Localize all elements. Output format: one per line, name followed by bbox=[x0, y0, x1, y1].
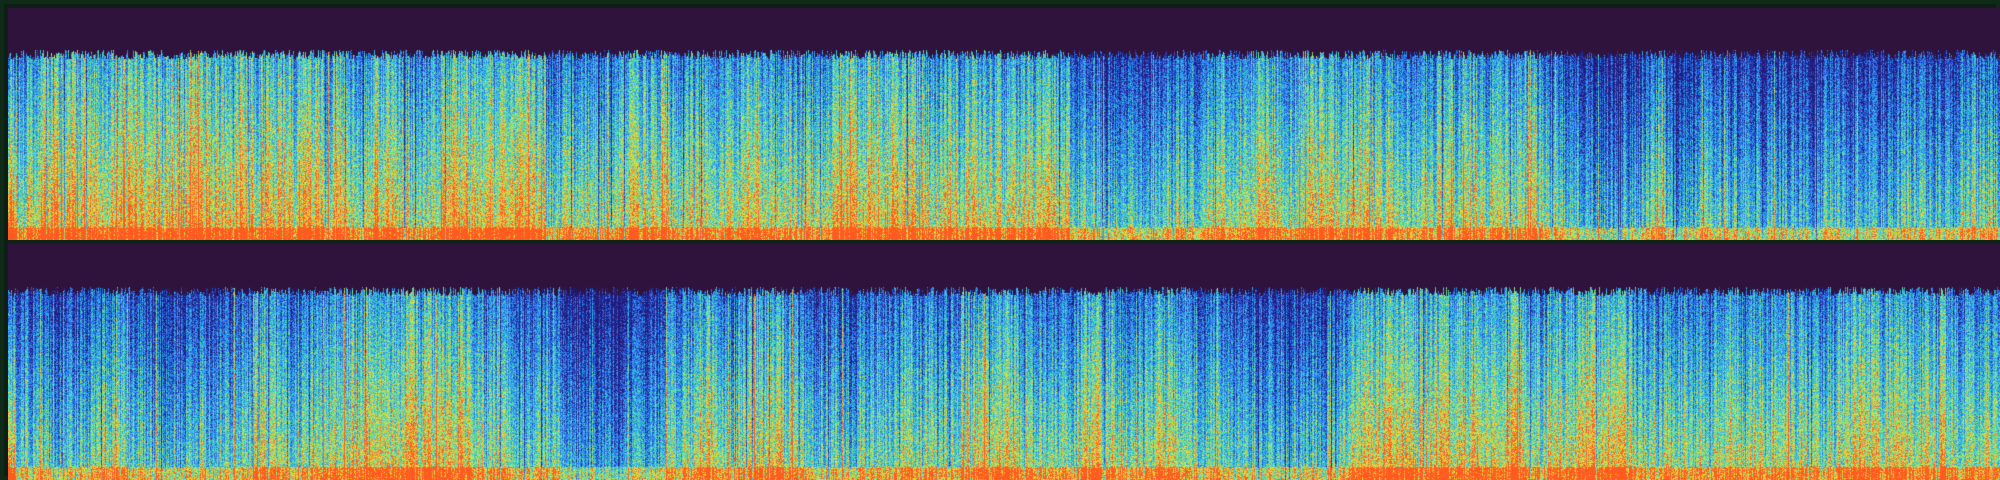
channel-divider bbox=[8, 240, 2000, 244]
spectrogram-canvas-top bbox=[8, 8, 2000, 240]
spectrogram-channel-top[interactable] bbox=[8, 8, 2000, 240]
spectrogram-canvas-bottom bbox=[8, 244, 2000, 480]
spectrogram-channel-bottom[interactable] bbox=[8, 244, 2000, 480]
